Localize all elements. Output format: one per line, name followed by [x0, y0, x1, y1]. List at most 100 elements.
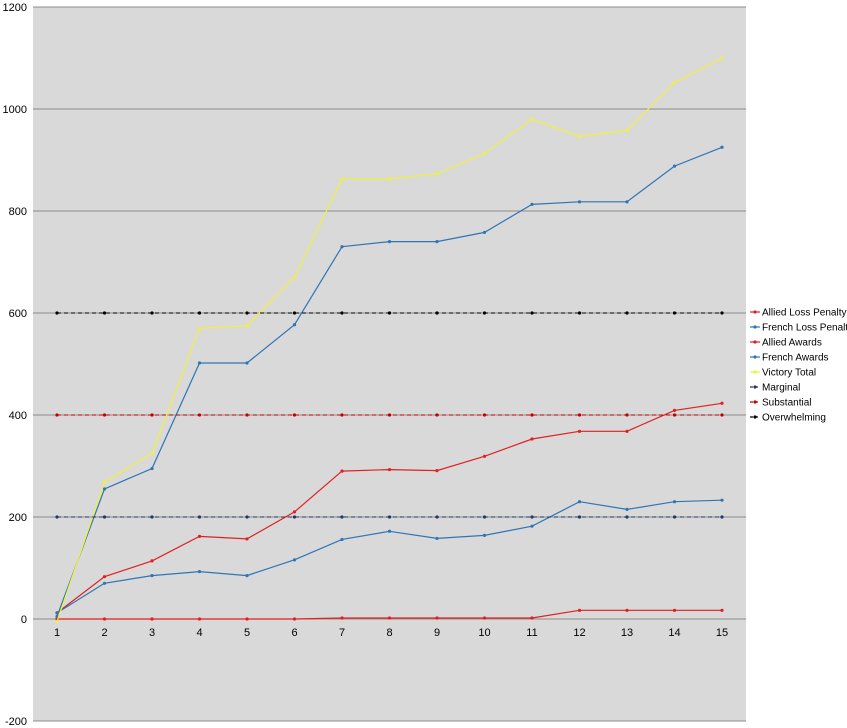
- data-point: [197, 413, 202, 417]
- data-point: [672, 164, 677, 168]
- data-point: [150, 617, 154, 621]
- x-tick-label: 14: [668, 627, 680, 639]
- y-tick-label: 600: [9, 308, 27, 320]
- data-point: [340, 537, 344, 542]
- legend-marker: [753, 310, 757, 314]
- legend-marker: [753, 340, 757, 344]
- y-axis-ticks: -200 0 200 400 600 800 1000 1200: [3, 2, 27, 728]
- data-point: [577, 500, 582, 504]
- series-allied-loss-penalty: [55, 608, 724, 621]
- y-tick-label: 1000: [3, 104, 27, 116]
- data-point: [387, 616, 392, 620]
- data-point: [435, 311, 439, 315]
- data-point: [720, 608, 724, 612]
- data-point: [720, 401, 724, 405]
- data-point: [530, 524, 534, 528]
- data-point: [435, 413, 439, 417]
- data-point: [387, 177, 392, 181]
- data-point: [197, 569, 202, 574]
- data-point: [387, 311, 392, 315]
- data-point: [245, 574, 249, 578]
- y-tick-label: 400: [9, 410, 27, 422]
- data-point: [435, 616, 439, 620]
- data-point: [102, 581, 107, 585]
- data-point: [672, 515, 677, 519]
- data-point: [482, 533, 487, 537]
- data-point: [102, 311, 107, 315]
- data-point: [482, 515, 487, 519]
- legend-marker: [753, 325, 757, 329]
- series-marginal: [55, 515, 724, 519]
- data-point: [435, 536, 439, 541]
- legend-marker: [753, 385, 757, 389]
- x-tick-label: 9: [434, 627, 440, 639]
- data-point: [197, 617, 202, 621]
- data-point: [292, 413, 297, 417]
- legend-label: Allied Awards: [762, 338, 822, 349]
- legend-item: Overwhelming: [750, 413, 826, 424]
- data-point: [292, 510, 297, 514]
- data-point: [150, 451, 154, 455]
- data-point: [387, 467, 392, 472]
- data-point: [625, 128, 629, 133]
- data-point: [55, 413, 59, 417]
- series-lines: [55, 56, 724, 624]
- series-allied-awards: [55, 401, 724, 615]
- legend-label: French Loss Penalty: [762, 323, 847, 334]
- data-point: [625, 515, 629, 519]
- legend-label: Substantial: [762, 398, 811, 409]
- legend-item: Substantial: [750, 398, 811, 409]
- data-point: [672, 408, 677, 413]
- data-point: [387, 413, 392, 417]
- data-point: [672, 80, 677, 85]
- data-point: [530, 117, 534, 121]
- data-point: [435, 468, 439, 473]
- data-point: [530, 437, 534, 441]
- legend-label: Victory Total: [762, 368, 816, 379]
- data-point: [577, 429, 582, 433]
- data-point: [245, 311, 249, 315]
- y-tick-label: 0: [21, 614, 27, 626]
- data-point: [482, 454, 487, 458]
- data-point: [340, 245, 344, 249]
- data-point: [102, 575, 107, 579]
- data-point: [245, 617, 249, 621]
- data-point: [720, 56, 724, 60]
- data-point: [340, 177, 344, 181]
- data-point: [55, 619, 59, 624]
- legend-marker: [753, 415, 757, 419]
- data-point: [387, 515, 392, 519]
- data-point: [340, 515, 344, 519]
- data-point: [720, 311, 724, 315]
- data-point: [340, 311, 344, 315]
- x-tick-label: 15: [716, 627, 728, 639]
- legend-item: French Awards: [750, 353, 829, 364]
- data-point: [102, 480, 107, 484]
- data-point: [482, 413, 487, 417]
- data-point: [482, 230, 487, 235]
- data-point: [482, 616, 487, 620]
- data-point: [672, 311, 677, 315]
- x-tick-label: 8: [386, 627, 392, 639]
- data-point: [102, 617, 107, 621]
- data-point: [197, 311, 202, 315]
- data-point: [720, 413, 724, 417]
- x-tick-label: 5: [244, 627, 250, 639]
- data-point: [55, 515, 59, 519]
- data-point: [577, 200, 582, 204]
- data-point: [530, 202, 534, 206]
- x-tick-label: 10: [478, 627, 490, 639]
- data-point: [292, 617, 297, 621]
- data-point: [245, 324, 249, 328]
- legend-label: Overwhelming: [762, 413, 826, 424]
- data-point: [150, 559, 154, 563]
- data-point: [482, 151, 487, 155]
- x-tick-label: 4: [196, 627, 202, 639]
- data-point: [197, 361, 202, 365]
- data-point: [625, 413, 629, 417]
- y-tick-label: -200: [5, 716, 27, 728]
- data-point: [150, 574, 154, 578]
- legend-item: Allied Loss Penalty: [750, 308, 847, 319]
- data-point: [435, 515, 439, 519]
- data-point: [625, 429, 629, 433]
